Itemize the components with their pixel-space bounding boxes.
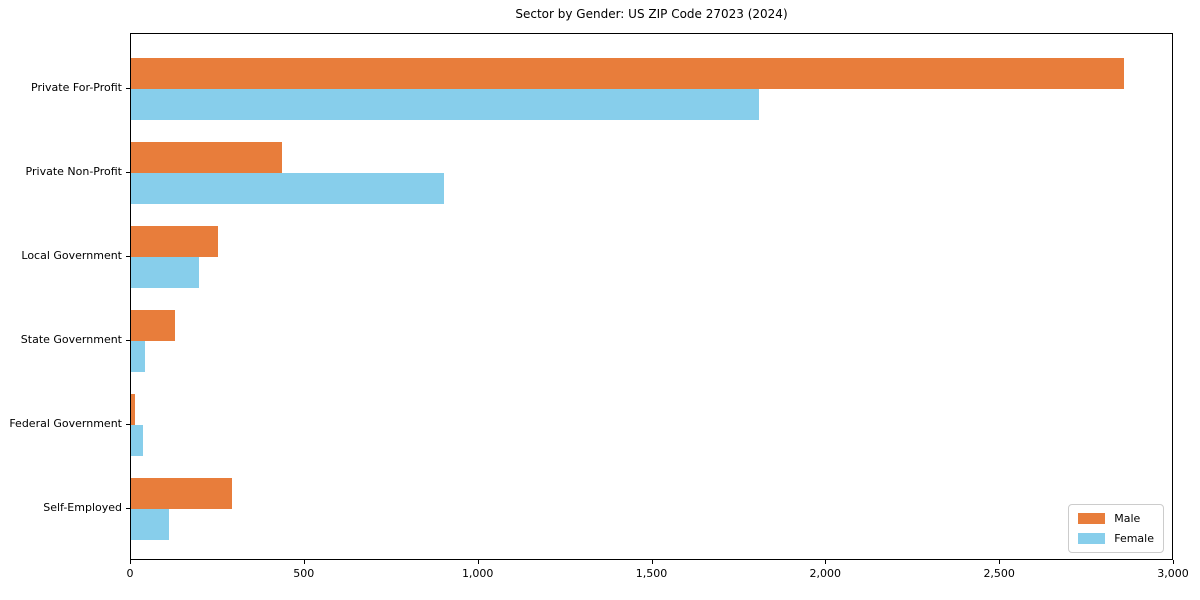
x-tick-label: 500 bbox=[293, 567, 315, 580]
bar-male-state-government bbox=[131, 310, 175, 341]
y-tick-mark bbox=[126, 88, 130, 89]
y-tick-label: Private Non-Profit bbox=[25, 165, 122, 178]
x-tick-mark bbox=[477, 560, 479, 564]
plot-area: Male Female bbox=[130, 33, 1173, 560]
x-tick-label: 1,500 bbox=[635, 567, 668, 580]
y-tick-label: Private For-Profit bbox=[31, 81, 122, 94]
x-tick-mark bbox=[825, 560, 827, 564]
y-tick-mark bbox=[126, 340, 130, 341]
x-tick-mark bbox=[999, 560, 1001, 564]
chart-title: Sector by Gender: US ZIP Code 27023 (202… bbox=[515, 7, 788, 21]
x-tick-mark bbox=[651, 560, 653, 564]
legend-swatch-male-icon bbox=[1078, 513, 1106, 524]
bar-male-self-employed bbox=[131, 478, 232, 509]
y-tick-mark bbox=[126, 508, 130, 509]
x-tick-mark bbox=[130, 560, 131, 564]
bar-male-federal-government bbox=[131, 394, 136, 425]
y-tick-mark bbox=[126, 256, 130, 257]
legend-swatch-female-icon bbox=[1078, 533, 1106, 544]
x-tick-label: 2,000 bbox=[809, 567, 842, 580]
bar-male-private-for-profit bbox=[131, 58, 1124, 89]
legend-label-male: Male bbox=[1114, 512, 1141, 525]
legend-item-male: Male bbox=[1078, 512, 1154, 525]
legend-label-female: Female bbox=[1114, 532, 1154, 545]
x-tick-label: 2,500 bbox=[983, 567, 1015, 580]
x-tick-mark bbox=[303, 560, 305, 564]
x-tick-label: 3,000 bbox=[1157, 567, 1189, 580]
y-tick-mark bbox=[126, 424, 130, 425]
bar-female-local-government bbox=[131, 257, 199, 288]
y-tick-label: Local Government bbox=[21, 249, 122, 262]
bar-female-private-non-profit bbox=[131, 173, 444, 204]
bar-male-private-non-profit bbox=[131, 142, 283, 173]
bar-female-state-government bbox=[131, 341, 145, 372]
x-tick-label: 1,000 bbox=[461, 567, 494, 580]
y-tick-label: Self-Employed bbox=[43, 501, 122, 514]
bar-female-private-for-profit bbox=[131, 89, 759, 120]
x-tick-label: 0 bbox=[126, 567, 134, 580]
x-tick-mark bbox=[1173, 560, 1174, 564]
bar-male-local-government bbox=[131, 226, 218, 257]
y-tick-mark bbox=[126, 172, 130, 173]
legend: Male Female bbox=[1068, 504, 1164, 553]
bar-female-self-employed bbox=[131, 509, 170, 540]
y-tick-label: State Government bbox=[20, 333, 122, 346]
bar-female-federal-government bbox=[131, 425, 144, 456]
y-tick-label: Federal Government bbox=[9, 417, 122, 430]
legend-item-female: Female bbox=[1078, 532, 1154, 545]
